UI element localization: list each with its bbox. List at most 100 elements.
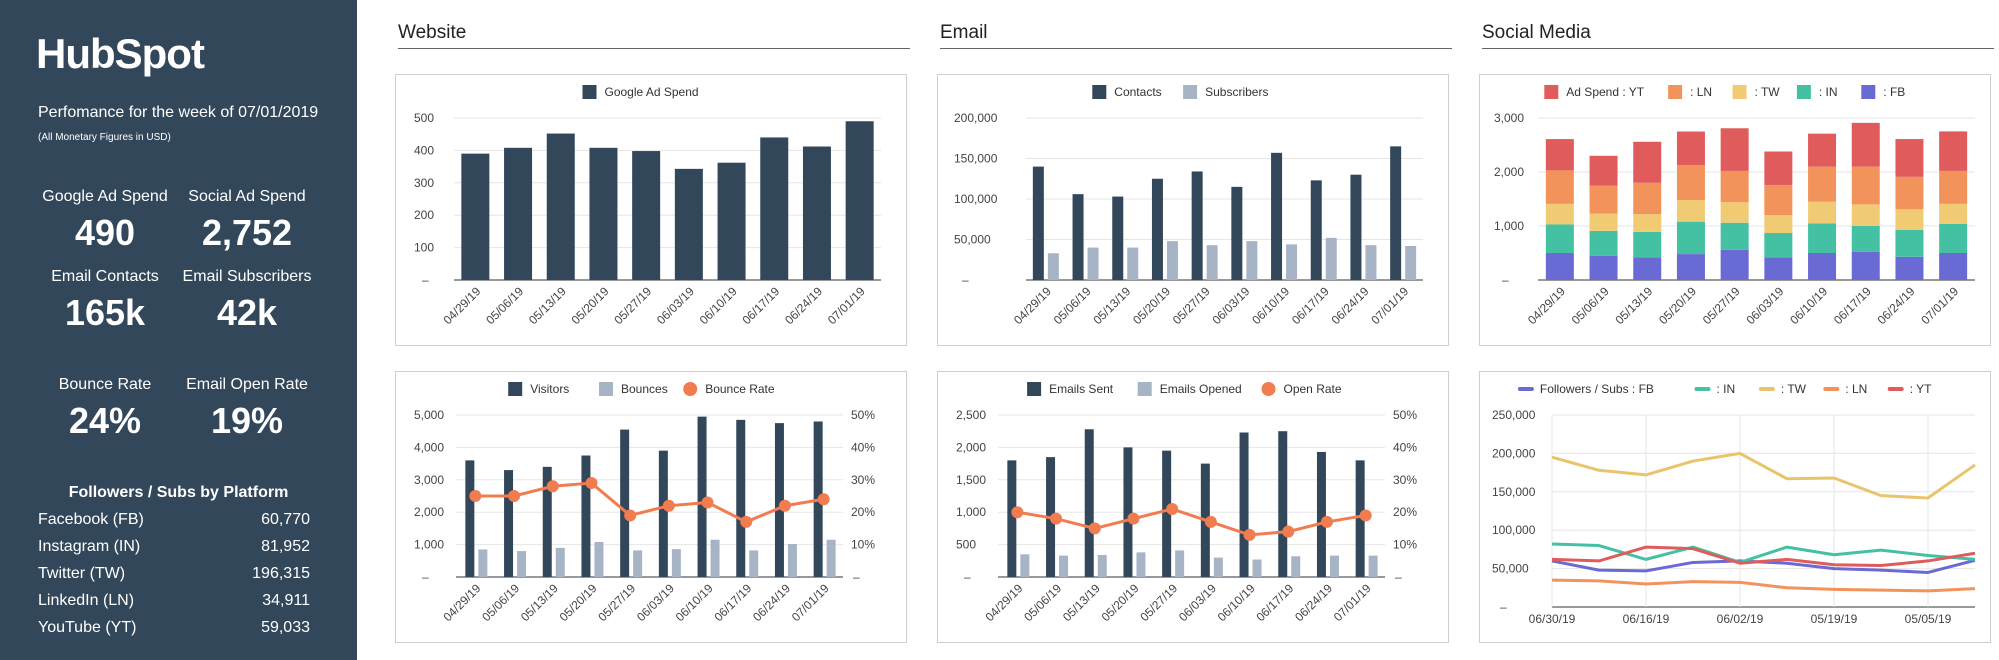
- metric-label: Google Ad Spend: [42, 188, 168, 205]
- metric-label: Email Contacts: [51, 268, 159, 285]
- x-tick-label: 04/29/19: [441, 284, 484, 327]
- legend-swatch: [1544, 85, 1559, 99]
- rate-line: [1017, 507, 1366, 537]
- bar-contacts: [1390, 146, 1402, 280]
- x-tick-label: 06/03/19: [1744, 284, 1787, 327]
- legend-label: Bounces: [621, 382, 668, 396]
- legend-label: : YT: [1910, 382, 1932, 396]
- bar-subscribers: [1286, 244, 1298, 280]
- stacked-bar-segment: [1676, 164, 1705, 201]
- legend-swatch: [1732, 85, 1747, 99]
- y-tick-label: 500: [414, 111, 434, 125]
- x-tick-label: 06/10/19: [1787, 284, 1830, 327]
- x-tick-label: 05/06/19: [479, 581, 522, 624]
- stacked-bar-segment: [1895, 176, 1924, 210]
- x-tick-label: 05/27/19: [611, 284, 654, 327]
- bar-contacts: [1072, 194, 1084, 280]
- legend-swatch: [599, 382, 613, 396]
- legend-swatch: [1758, 387, 1775, 391]
- metric-label: Bounce Rate: [58, 376, 152, 393]
- metric-google-ad-spend: Google Ad Spend 490: [30, 188, 180, 254]
- x-tick-label: 06/10/19: [697, 284, 740, 327]
- x-tick-label: 06/24/19: [1875, 284, 1918, 327]
- stacked-bar-segment: [1676, 200, 1705, 222]
- chart-emails-sent-opened: Emails Sent Emails Opened Open Rate 500 1,00…: [937, 371, 1449, 643]
- x-tick-label: 04/29/19: [1011, 284, 1054, 327]
- bar-subscribers: [1206, 245, 1218, 280]
- legend-label: : IN: [1717, 382, 1736, 396]
- y-tick-label: 1,000: [956, 505, 986, 519]
- bar-primary: [736, 419, 746, 577]
- y2-tick-label: 40%: [851, 440, 875, 454]
- bar-contacts: [1271, 152, 1283, 280]
- legend-swatch: [683, 382, 698, 396]
- bar-secondary: [1059, 555, 1069, 577]
- follower-platform: Twitter (TW): [38, 565, 126, 582]
- bar-subscribers: [1087, 247, 1099, 280]
- x-tick-label: 04/29/19: [1525, 284, 1568, 327]
- legend-swatch: [1823, 387, 1840, 391]
- metric-bounce-rate: Bounce Rate 24%: [30, 376, 180, 442]
- bar-primary: [697, 416, 707, 577]
- bar-primary: [620, 429, 630, 577]
- performance-heading: Perfomance for the week of 07/01/2019: [38, 104, 319, 121]
- bar-secondary: [633, 550, 643, 577]
- x-tick-label: 06/24/19: [1292, 581, 1335, 624]
- metric-email-open-rate: Email Open Rate 19%: [172, 376, 322, 442]
- y-tick-label: 4,000: [414, 440, 444, 454]
- legend-label: Contacts: [1114, 85, 1161, 99]
- metric-label: Social Ad Spend: [188, 188, 306, 205]
- rate-point: [624, 509, 637, 522]
- stacked-bar-segment: [1589, 185, 1618, 214]
- y-tick-label: 200,000: [954, 111, 998, 125]
- legend-swatch: [1137, 382, 1152, 396]
- bar-primary: [1084, 429, 1094, 577]
- y2-tick-label: 50%: [851, 408, 875, 422]
- section-title-email: Email: [940, 22, 1452, 49]
- y-tick-label: 2,000: [414, 505, 444, 519]
- x-tick-label: 05/13/19: [1090, 284, 1133, 327]
- legend-label: : LN: [1690, 85, 1712, 99]
- x-tick-label: 04/29/19: [441, 581, 484, 624]
- bar-subscribers: [1047, 253, 1059, 280]
- bar-primary: [1355, 460, 1365, 577]
- legend-swatch: [1517, 387, 1534, 391]
- stacked-bar-segment: [1589, 230, 1618, 256]
- bar-contacts: [1310, 180, 1322, 280]
- stacked-bar-segment: [1764, 233, 1793, 258]
- bar-primary: [1162, 450, 1172, 577]
- sidebar: HubSpot Perfomance for the week of 07/01…: [0, 0, 357, 660]
- bar-secondary: [478, 549, 488, 577]
- hubspot-logo[interactable]: HubSpot: [36, 30, 205, 78]
- stacked-bar-segment: [1633, 141, 1662, 183]
- bar-contacts: [1231, 186, 1243, 280]
- bar-secondary: [1097, 554, 1107, 577]
- currency-note: (All Monetary Figures in USD): [38, 132, 171, 143]
- y-tick-label: 2,000: [1494, 165, 1524, 179]
- rate-point: [585, 477, 598, 490]
- x-tick-label: 06/03/19: [1210, 284, 1253, 327]
- series-line: [1551, 545, 1976, 568]
- y-tick-label: 150,000: [954, 152, 998, 166]
- x-tick-label: 06/03/19: [1176, 581, 1219, 624]
- x-tick-label: 06/24/19: [1329, 284, 1372, 327]
- chart-contacts-subscribers: Contacts Subscribers 50,000 100,000 150,000 2…: [937, 74, 1449, 346]
- bar-subscribers: [1246, 241, 1258, 280]
- x-tick-label: 05/20/19: [557, 581, 600, 624]
- y-tick-label: 100,000: [1492, 523, 1536, 537]
- stacked-bar-segment: [1939, 131, 1968, 171]
- stacked-bar-segment: [1764, 184, 1793, 216]
- stacked-bar-segment: [1720, 249, 1749, 280]
- stacked-bar-segment: [1939, 170, 1968, 204]
- section-title-social: Social Media: [1482, 22, 1994, 49]
- y2-tick-label: –: [1395, 570, 1402, 584]
- bar-subscribers: [1325, 237, 1337, 280]
- stacked-bar-segment: [1589, 213, 1618, 231]
- x-tick-label: 06/03/19: [654, 284, 697, 327]
- x-tick-label: 06/16/19: [1623, 612, 1670, 626]
- bar-contacts: [1350, 174, 1362, 280]
- x-tick-label: 05/06/19: [1021, 581, 1064, 624]
- rate-point: [1359, 509, 1372, 522]
- chart-google-ad-spend: Google Ad Spend 100 200 300 400 500–04/29/19 0…: [395, 74, 907, 346]
- metric-value: 24%: [68, 400, 142, 441]
